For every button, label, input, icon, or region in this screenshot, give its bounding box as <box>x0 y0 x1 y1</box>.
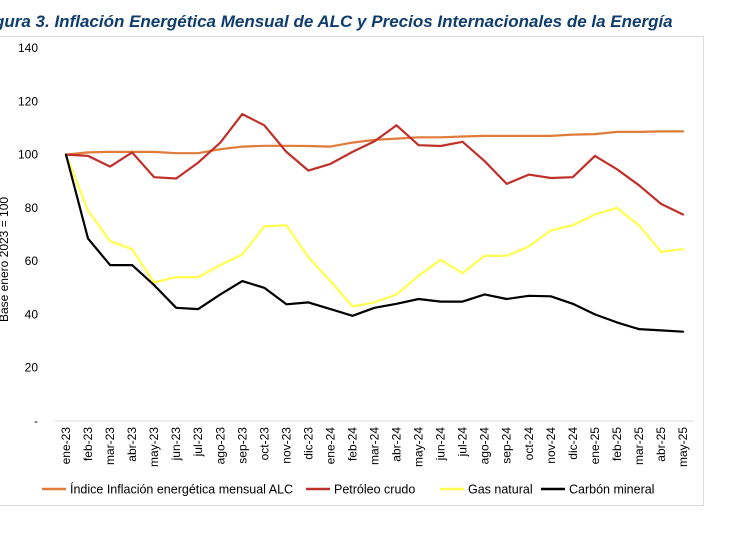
x-tick-label: jun-23 <box>169 427 183 462</box>
x-tick-label: jul-24 <box>456 427 470 458</box>
legend-label-0: Índice Inflación energética mensual ALC <box>70 482 293 497</box>
x-tick-label: abr-25 <box>654 427 668 462</box>
series-line-3 <box>64 153 685 333</box>
x-tick-label: feb-23 <box>81 427 95 461</box>
y-tick-label: 60 <box>25 254 39 268</box>
x-tick-label: abr-23 <box>125 427 139 462</box>
y-tick-label: - <box>34 414 38 428</box>
x-tick-label: mar-25 <box>632 427 646 465</box>
y-tick-label: 140 <box>18 41 38 55</box>
y-tick-label: 40 <box>25 307 39 321</box>
series-line-0 <box>64 130 685 156</box>
legend-label-3: Carbón mineral <box>569 483 654 497</box>
x-tick-label: nov-24 <box>544 427 558 464</box>
x-tick-label: feb-24 <box>345 427 359 461</box>
x-tick-label: sep-23 <box>235 427 249 464</box>
x-tick-label: dic-24 <box>566 427 580 460</box>
x-tick-label: mar-23 <box>103 427 117 465</box>
x-tick-label: jun-24 <box>434 427 448 462</box>
x-tick-label: oct-23 <box>257 427 271 461</box>
x-tick-label: mar-24 <box>368 427 382 465</box>
y-axis-ticks: - 20 40 60 80 100 120 140 <box>18 41 38 428</box>
x-tick-label: dic-23 <box>301 427 315 460</box>
x-tick-label: ene-25 <box>588 427 602 465</box>
y-tick-label: 80 <box>25 201 39 215</box>
x-tick-label: abr-24 <box>390 427 404 462</box>
legend-label-2: Gas natural <box>468 483 533 497</box>
chart-title: gura 3. Inflación Energética Mensual de … <box>0 12 673 31</box>
legend: Índice Inflación energética mensual ALC P… <box>42 482 654 497</box>
x-tick-label: ene-24 <box>323 427 337 465</box>
y-tick-label: 20 <box>25 361 39 375</box>
legend-label-1: Petróleo crudo <box>334 483 415 497</box>
x-tick-label: ago-24 <box>478 427 492 465</box>
y-axis-label: Base enero 2023 = 100 <box>0 197 11 322</box>
x-tick-label: ene-23 <box>59 427 73 465</box>
series-line-2 <box>64 153 685 308</box>
x-tick-label: oct-24 <box>522 427 536 461</box>
x-tick-label: sep-24 <box>500 427 514 464</box>
x-tick-label: nov-23 <box>279 427 293 464</box>
chart-frame <box>0 36 704 506</box>
y-tick-label: 100 <box>18 148 38 162</box>
x-tick-label: feb-25 <box>610 427 624 461</box>
x-axis-ticks: ene-23 feb-23 mar-23 abr-23 may-23 jun-23 jul-… <box>59 427 690 467</box>
x-tick-label: jul-23 <box>191 427 205 458</box>
series-line-1 <box>64 112 685 216</box>
x-tick-label: may-24 <box>412 427 426 467</box>
y-tick-label: 120 <box>18 94 38 108</box>
x-tick-label: ago-23 <box>213 427 227 465</box>
x-tick-label: may-25 <box>676 427 690 467</box>
series-lines <box>64 112 685 333</box>
x-tick-label: may-23 <box>147 427 161 467</box>
